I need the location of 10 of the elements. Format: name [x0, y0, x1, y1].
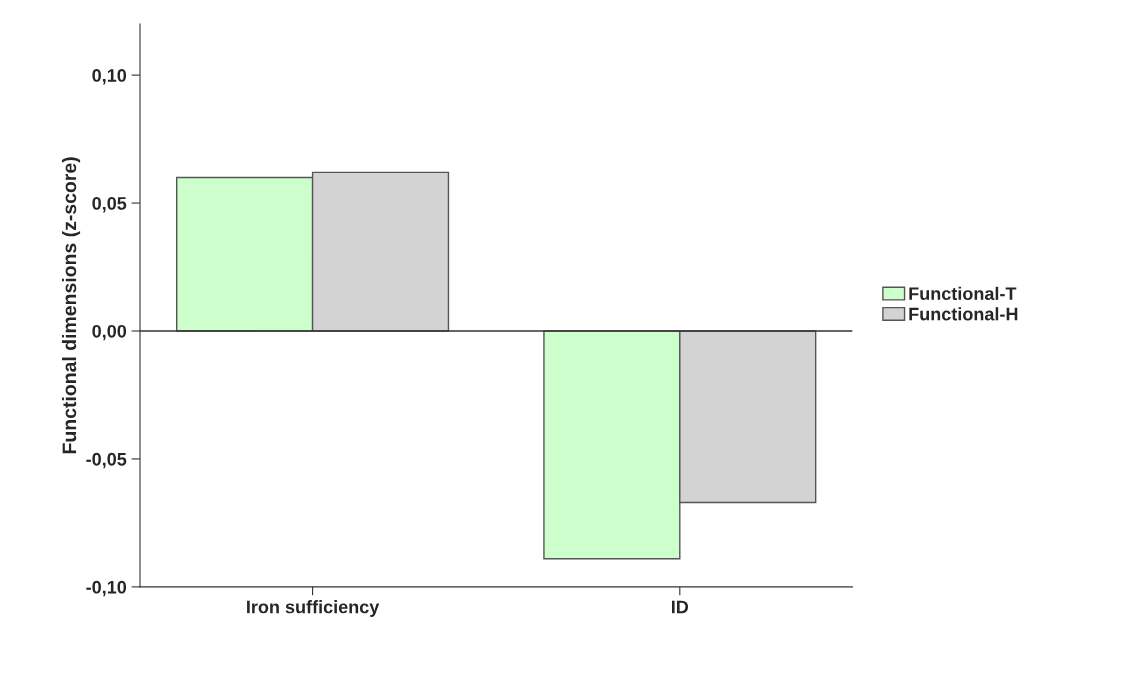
y-tick-label: 0,10 — [92, 69, 127, 85]
y-tick-label: -0,05 — [86, 452, 127, 469]
y-tick-label: 0,00 — [92, 324, 127, 341]
x-tick-label: ID — [671, 600, 689, 614]
x-tick-label: Iron sufficiency — [247, 600, 380, 617]
y-tick-label: 0,05 — [92, 196, 127, 213]
legend-label: Functional-T — [909, 286, 1017, 301]
y-axis-title: Functional dimensions (z-score) — [61, 157, 81, 454]
legend-label: Functional-H — [909, 307, 1018, 321]
y-tick-label: -0,10 — [86, 580, 127, 597]
